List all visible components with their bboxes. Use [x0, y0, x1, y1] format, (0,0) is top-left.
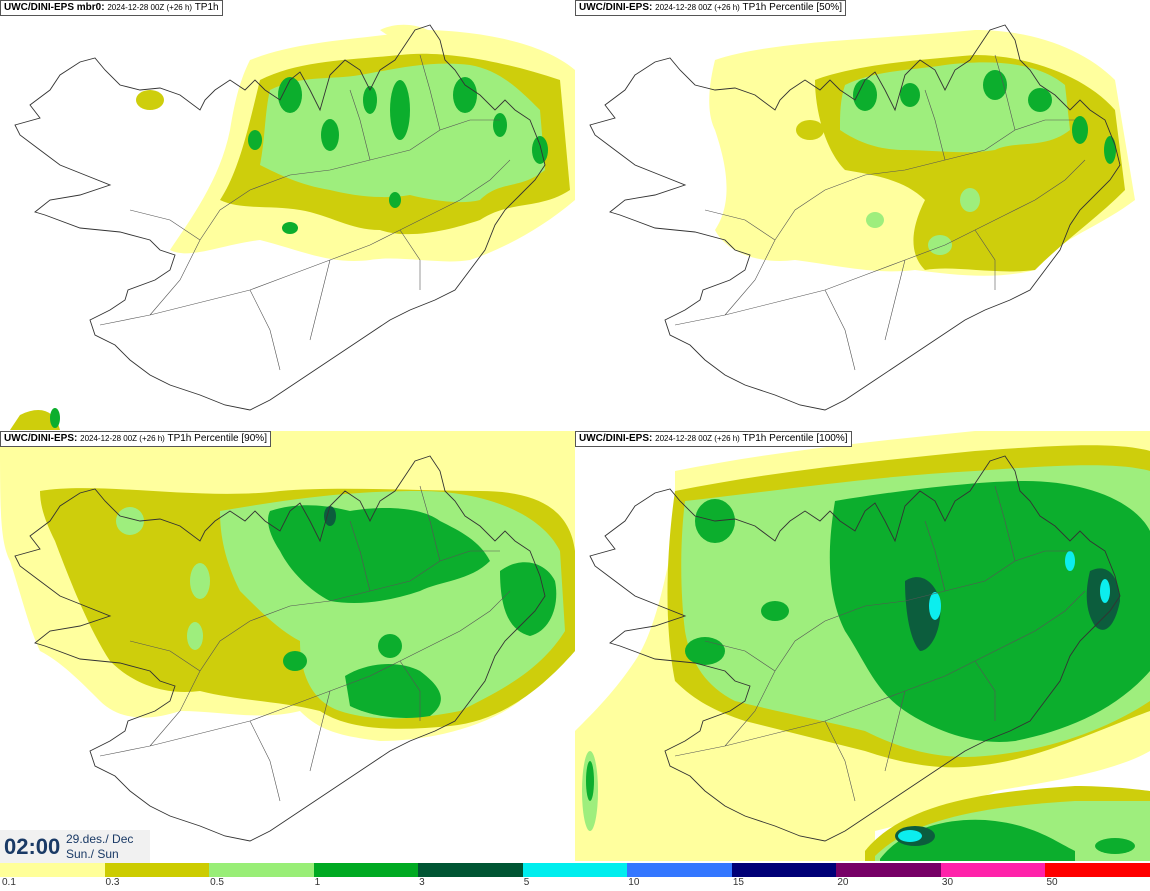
colorbar-segment	[940, 863, 1046, 877]
colorbar-segment	[418, 863, 523, 877]
colorbar-tick-label: 0.1	[2, 877, 16, 888]
precip-map	[0, 431, 575, 842]
colorbar-tick-label: 30	[941, 877, 954, 888]
colorbar-segment	[104, 863, 210, 877]
colorbar-tick-label: 10	[628, 877, 640, 888]
map-panel-member0: UWC/DINI-EPS mbr0: 2024-12-28 00Z (+26 h…	[0, 0, 575, 430]
colorbar-segment	[313, 863, 419, 877]
colorbar-tick-label: 5	[523, 877, 530, 888]
colorbar-tick-label: 0.3	[105, 877, 120, 888]
valid-date: 29.des./ Dec	[66, 832, 134, 846]
colorbar-tick-label: 3	[419, 877, 425, 888]
map-panel-p100: UWC/DINI-EPS: 2024-12-28 00Z (+26 h) TP1…	[575, 431, 1150, 861]
colorbar-tick-label: 0.5	[210, 877, 224, 888]
colorbar-tick-label: 50	[1046, 877, 1058, 888]
colorbar-segment	[1045, 863, 1150, 877]
colorbar-segment	[731, 863, 837, 877]
colorbar-segment	[836, 863, 941, 877]
precip-map	[10, 24, 575, 430]
valid-time-box: 02:00 29.des./ Dec Sun./ Sun	[0, 830, 150, 863]
panel-title: UWC/DINI-EPS: 2024-12-28 00Z (+26 h) TP1…	[0, 431, 271, 447]
colorbar-tick-label: 15	[732, 877, 744, 888]
valid-weekday: Sun./ Sun	[66, 847, 119, 861]
precip-colorbar	[0, 863, 1150, 877]
panel-title: UWC/DINI-EPS: 2024-12-28 00Z (+26 h) TP1…	[575, 0, 846, 16]
map-panel-p90: UWC/DINI-EPS: 2024-12-28 00Z (+26 h) TP1…	[0, 431, 575, 861]
panel-title: UWC/DINI-EPS mbr0: 2024-12-28 00Z (+26 h…	[0, 0, 223, 16]
colorbar-segment	[522, 863, 628, 877]
colorbar-tick-label: 20	[837, 877, 849, 888]
valid-hour: 02:00	[4, 834, 61, 859]
colorbar-segment	[627, 863, 732, 877]
precip-map	[589, 24, 1135, 411]
colorbar-segment	[0, 863, 105, 877]
colorbar-tick-label: 1	[314, 877, 321, 888]
map-panel-p50: UWC/DINI-EPS: 2024-12-28 00Z (+26 h) TP1…	[575, 0, 1150, 430]
panel-title: UWC/DINI-EPS: 2024-12-28 00Z (+26 h) TP1…	[575, 431, 852, 447]
colorbar-segment	[209, 863, 314, 877]
precip-map	[575, 431, 1150, 861]
